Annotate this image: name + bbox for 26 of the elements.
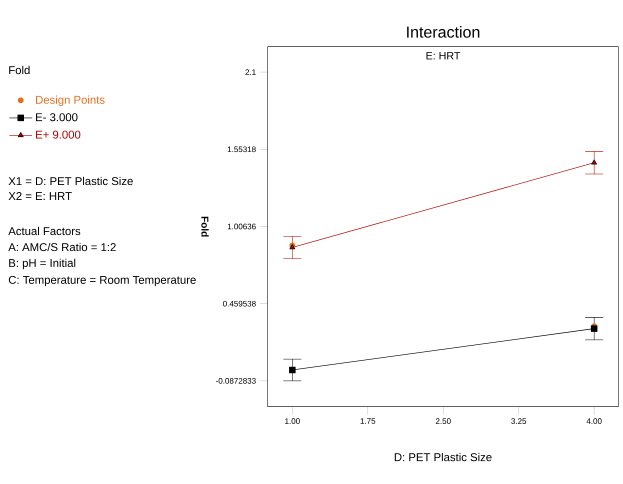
text: X2 = E: HRT	[8, 192, 72, 200]
x-tick-label: 2.50	[436, 418, 451, 424]
x-tick-label: 1.00	[285, 418, 300, 424]
y-tick-label: 1.00636	[228, 224, 256, 230]
text: Fold	[9, 66, 30, 74]
point	[289, 366, 296, 374]
y-axis-title: Fold	[201, 216, 209, 237]
y-tick-label: 0.459538	[223, 300, 256, 307]
y-tick-label: 1.55318	[228, 146, 256, 152]
y-tick-label: 2.1	[245, 69, 256, 75]
text: B: pH = Initial	[9, 258, 76, 270]
text: Actual Factors	[8, 226, 80, 236]
point	[590, 325, 598, 332]
text: X1 = D: PET Plastic Size	[8, 176, 133, 186]
text: A: AMC/S Ratio = 1:2	[8, 242, 116, 252]
legend-label: E- 3.000	[36, 113, 78, 122]
x-tick-label: 4.00	[586, 418, 602, 424]
legend-label: Design Points	[36, 95, 105, 106]
chart-title: Interaction	[407, 26, 480, 38]
x-axis-title: D: PET Plastic Size	[394, 452, 492, 462]
x-tick-label: 3.25	[511, 418, 526, 424]
x-tick-label: 1.75	[360, 418, 376, 424]
chart-subtitle: E: HRT	[426, 52, 460, 60]
text: C: Temperature = Room Temperature	[8, 276, 196, 286]
legend-label: E+ 9.000	[36, 130, 80, 139]
y-tick-label: -0.0872833	[216, 378, 256, 384]
